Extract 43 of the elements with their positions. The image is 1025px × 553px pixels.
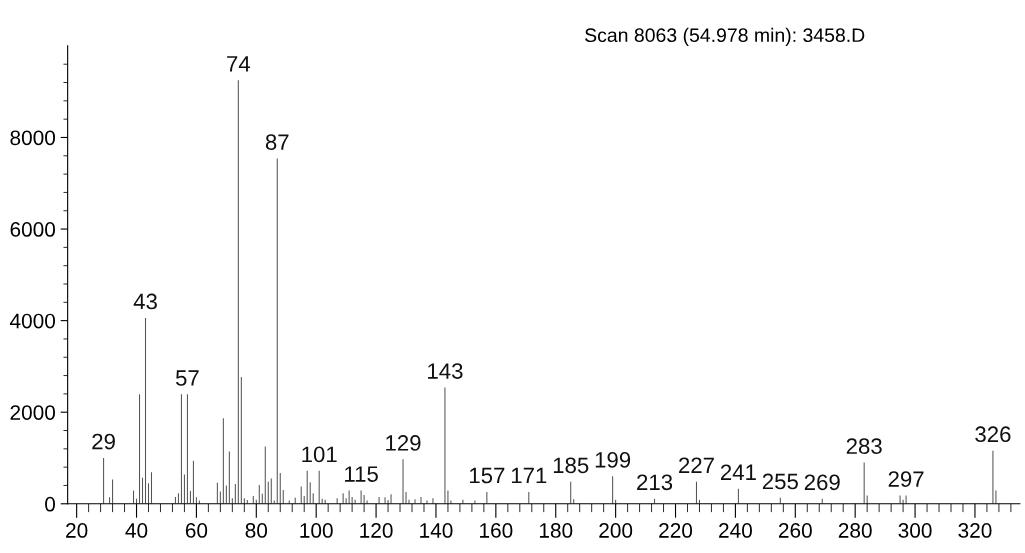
x-tick-label: 280 <box>838 523 872 538</box>
x-tick-label: 220 <box>659 523 693 538</box>
x-tick-label: 320 <box>958 523 992 538</box>
x-tick-label: 180 <box>539 523 573 538</box>
annotation: 269 <box>804 474 840 491</box>
x-tick-label: 140 <box>420 523 453 538</box>
annotation: 74 <box>227 56 251 72</box>
annotation: 143 <box>428 363 463 379</box>
annotation: 297 <box>888 471 924 487</box>
annotation: 171 <box>511 467 547 484</box>
annotation: 227 <box>679 457 714 474</box>
annotation: 241 <box>720 464 756 480</box>
y-tick-label: 4000 <box>9 313 56 329</box>
x-tick-label: 300 <box>898 523 932 538</box>
annotation: 129 <box>386 435 421 451</box>
annotation: 101 <box>302 446 337 463</box>
x-tick-label: 200 <box>599 523 633 538</box>
x-tick-label: 60 <box>185 523 208 538</box>
annotation: 87 <box>265 134 289 150</box>
y-tick-label: 0 <box>45 496 56 512</box>
y-tick-label: 6000 <box>10 222 56 237</box>
annotation: 255 <box>762 473 798 490</box>
x-tick-label: 40 <box>125 523 148 538</box>
annotation: 283 <box>846 438 882 455</box>
annotation: 29 <box>92 433 115 450</box>
x-tick-label: 80 <box>245 523 268 538</box>
annotation: 43 <box>133 293 157 310</box>
x-tick-label: 240 <box>719 523 752 538</box>
annotation: 57 <box>175 370 199 386</box>
x-tick-label: 120 <box>360 523 393 538</box>
x-tick-label: 160 <box>480 523 513 538</box>
annotation: 213 <box>637 474 673 491</box>
annotation: 157 <box>470 467 505 484</box>
annotation: 326 <box>975 426 1011 443</box>
y-tick-label: 8000 <box>10 130 56 146</box>
x-tick-label: 260 <box>778 523 812 538</box>
y-tick-label: 2000 <box>10 405 56 420</box>
x-tick-label: 100 <box>300 523 333 538</box>
annotation: 199 <box>595 452 631 468</box>
x-tick-label: 20 <box>66 523 88 538</box>
chart-title: Scan 8063 (54.978 min): 3458.D <box>585 27 865 46</box>
annotation: 115 <box>345 466 378 482</box>
annotation: 185 <box>553 457 589 474</box>
